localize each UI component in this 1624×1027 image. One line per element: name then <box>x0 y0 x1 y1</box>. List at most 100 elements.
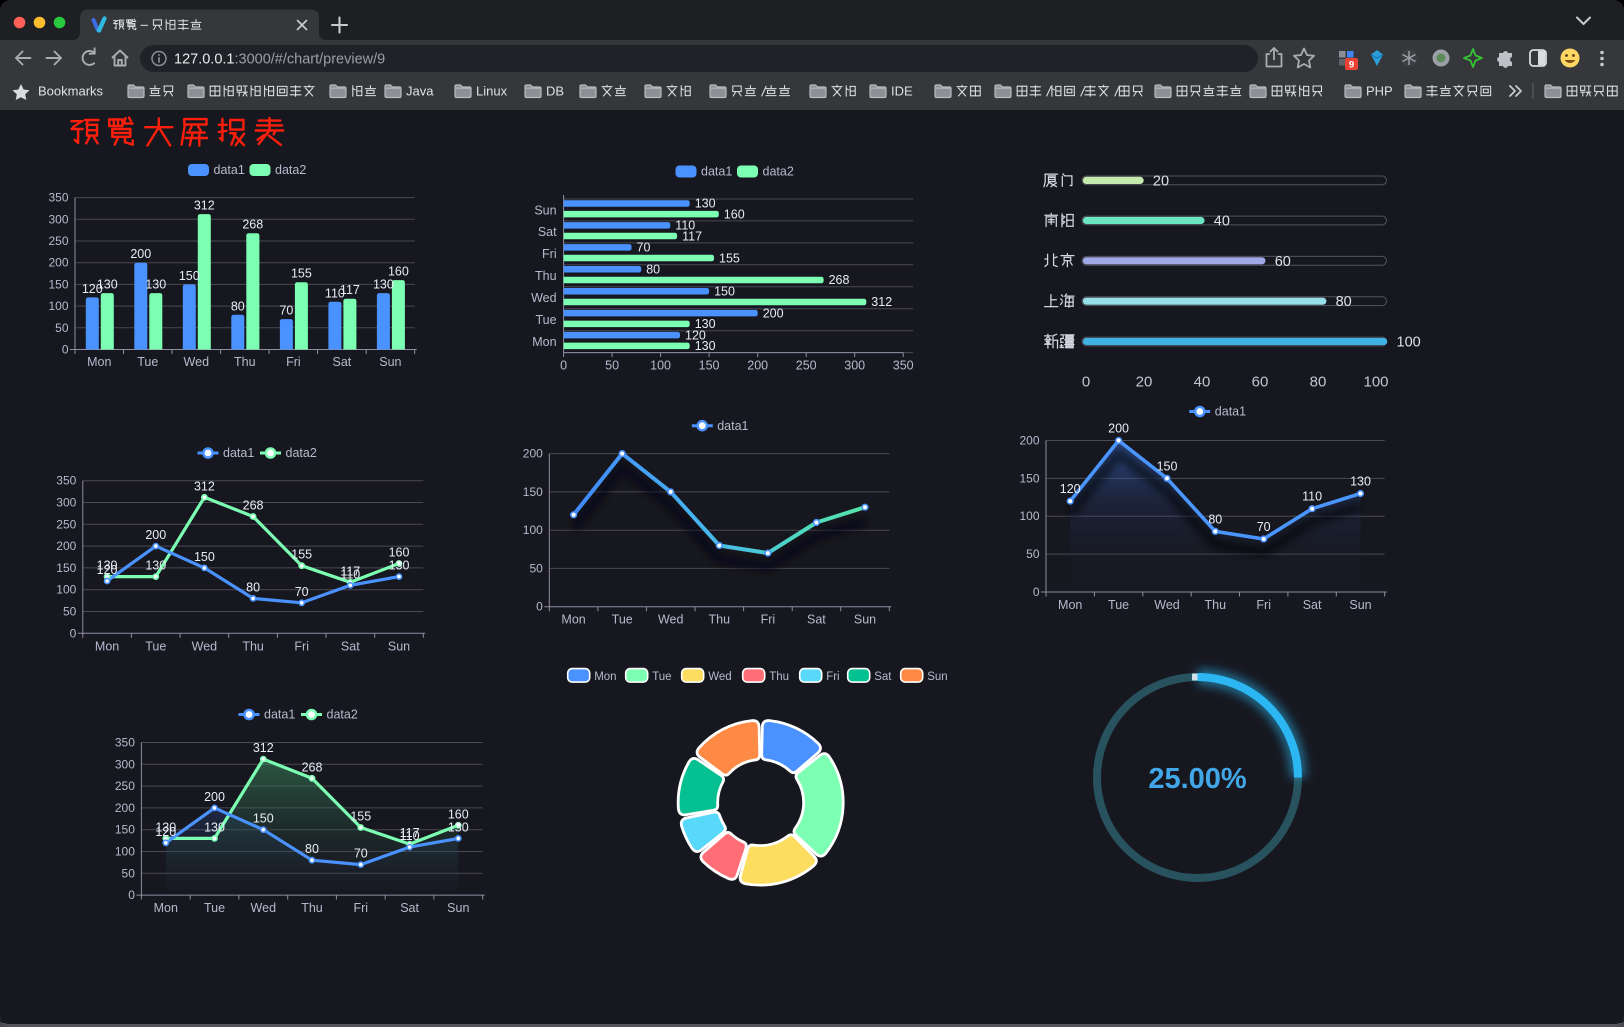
svg-text:Tue: Tue <box>536 313 557 327</box>
svg-text:80: 80 <box>1336 294 1352 310</box>
svg-text:data1: data1 <box>717 419 748 433</box>
svg-text:Tue: Tue <box>652 671 671 683</box>
svg-text:80: 80 <box>231 299 245 313</box>
svg-text:100: 100 <box>650 359 671 373</box>
svg-text:50: 50 <box>55 321 69 335</box>
svg-text:data1: data1 <box>214 163 245 177</box>
svg-text:70: 70 <box>279 304 293 318</box>
svg-text:200: 200 <box>1019 434 1039 448</box>
svg-text:200: 200 <box>48 256 68 270</box>
svg-text:120: 120 <box>97 563 118 577</box>
svg-text:155: 155 <box>291 267 312 281</box>
svg-text:0: 0 <box>536 600 543 614</box>
svg-text:110: 110 <box>400 829 420 843</box>
svg-text:250: 250 <box>115 779 135 793</box>
svg-text:155: 155 <box>291 548 312 562</box>
svg-text:Linux: Linux <box>476 84 508 99</box>
svg-text:300: 300 <box>56 496 76 510</box>
svg-text:50: 50 <box>529 561 543 575</box>
svg-text:Wed: Wed <box>1154 598 1180 612</box>
svg-text:150: 150 <box>699 359 720 373</box>
svg-text:250: 250 <box>56 517 76 531</box>
svg-text:Sat: Sat <box>807 613 826 627</box>
svg-text:110: 110 <box>325 286 345 300</box>
svg-text:Mon: Mon <box>87 355 111 369</box>
svg-text:300: 300 <box>48 212 68 226</box>
svg-text:Sat: Sat <box>874 671 892 683</box>
svg-text:150: 150 <box>253 812 274 826</box>
svg-text:0: 0 <box>62 343 69 357</box>
svg-text:80: 80 <box>1310 374 1327 391</box>
svg-text:200: 200 <box>56 539 76 553</box>
svg-text:200: 200 <box>145 528 166 542</box>
svg-text:130: 130 <box>97 559 118 573</box>
svg-text:50: 50 <box>1026 547 1040 561</box>
svg-text:Fri: Fri <box>826 671 839 683</box>
svg-text:Fri: Fri <box>354 901 369 915</box>
svg-text:Java: Java <box>406 84 434 99</box>
svg-text:80: 80 <box>646 263 660 277</box>
svg-text:40: 40 <box>1214 214 1230 230</box>
svg-text:Wed: Wed <box>192 639 218 653</box>
svg-text:312: 312 <box>871 295 892 309</box>
svg-text:120: 120 <box>685 328 706 342</box>
svg-text:70: 70 <box>637 241 651 255</box>
svg-text:Fri: Fri <box>286 355 301 369</box>
svg-text:9: 9 <box>1349 60 1354 71</box>
svg-text:130: 130 <box>145 278 166 292</box>
svg-text:150: 150 <box>48 277 68 291</box>
svg-text:150: 150 <box>1157 459 1178 473</box>
svg-text:Mon: Mon <box>561 613 585 627</box>
svg-text:130: 130 <box>695 339 716 353</box>
svg-text:200: 200 <box>747 359 768 373</box>
svg-text:Sun: Sun <box>447 901 469 915</box>
svg-text:Thu: Thu <box>234 355 256 369</box>
svg-text:data1: data1 <box>264 708 295 722</box>
svg-text:Sun: Sun <box>1349 598 1371 612</box>
svg-text:300: 300 <box>844 359 865 373</box>
svg-text:Wed: Wed <box>184 355 210 369</box>
svg-text:130: 130 <box>448 820 469 834</box>
svg-text:130: 130 <box>389 559 410 573</box>
svg-text:Fri: Fri <box>294 639 309 653</box>
svg-text:0: 0 <box>1033 585 1040 599</box>
svg-text:117: 117 <box>682 229 702 243</box>
svg-text:200: 200 <box>130 247 151 261</box>
svg-text:Bookmarks: Bookmarks <box>38 84 104 99</box>
svg-text:268: 268 <box>243 499 264 513</box>
svg-text:Tue: Tue <box>145 639 166 653</box>
svg-text:150: 150 <box>115 823 135 837</box>
svg-text:Thu: Thu <box>1205 598 1227 612</box>
svg-text:Wed: Wed <box>251 901 277 915</box>
svg-text:268: 268 <box>829 273 850 287</box>
svg-text:Thu: Thu <box>535 269 557 283</box>
svg-text:Sat: Sat <box>333 355 352 369</box>
svg-text:200: 200 <box>115 801 135 815</box>
svg-text:268: 268 <box>242 218 263 232</box>
svg-text:250: 250 <box>48 234 68 248</box>
svg-text:Sat: Sat <box>341 639 360 653</box>
svg-text:150: 150 <box>194 550 215 564</box>
svg-text:Tue: Tue <box>612 613 633 627</box>
svg-text:110: 110 <box>340 567 360 581</box>
svg-text:Thu: Thu <box>301 901 323 915</box>
svg-text:130: 130 <box>97 278 118 292</box>
svg-text:20: 20 <box>1136 374 1153 391</box>
svg-text:data2: data2 <box>286 446 317 460</box>
svg-text:70: 70 <box>295 585 309 599</box>
svg-text:117: 117 <box>340 283 360 297</box>
svg-text:0: 0 <box>128 888 135 902</box>
svg-text:110: 110 <box>1302 490 1322 504</box>
svg-text:117: 117 <box>340 564 360 578</box>
svg-text:117: 117 <box>400 826 420 840</box>
svg-text:100: 100 <box>1019 509 1039 523</box>
svg-text:268: 268 <box>302 760 323 774</box>
svg-text:127.0.0.1:3000/#/chart/preview: 127.0.0.1:3000/#/chart/preview/9 <box>174 52 385 68</box>
svg-text:DB: DB <box>546 84 564 99</box>
svg-text:data1: data1 <box>223 446 254 460</box>
svg-text:150: 150 <box>523 485 543 499</box>
svg-text:Sat: Sat <box>538 225 557 239</box>
svg-text:data2: data2 <box>763 165 794 179</box>
svg-text:20: 20 <box>1153 173 1169 189</box>
svg-text:300: 300 <box>115 757 135 771</box>
